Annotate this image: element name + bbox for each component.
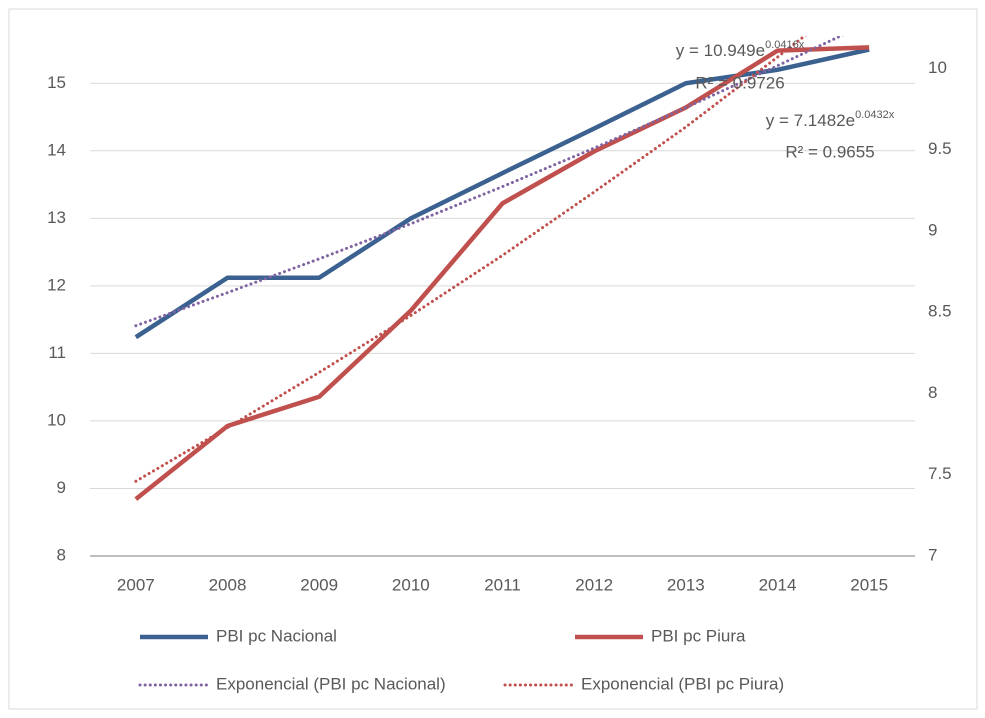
y-tick-label: 15 bbox=[47, 73, 66, 92]
trend-r2: R² = 0.9726 bbox=[695, 73, 784, 92]
series-line bbox=[134, 45, 870, 501]
trendline bbox=[134, 36, 845, 328]
y-tick-label: 12 bbox=[47, 275, 66, 294]
legend-label: PBI pc Nacional bbox=[216, 626, 337, 645]
legend-label: Exponencial (PBI pc Nacional) bbox=[216, 674, 446, 693]
y2-tick-label: 8 bbox=[928, 383, 937, 402]
trend-equation: y = 7.1482e0.0432x bbox=[766, 109, 895, 131]
equation-exponent: 0.0416x bbox=[765, 39, 805, 51]
x-tick-label: 2014 bbox=[759, 575, 797, 594]
x-tick-label: 2015 bbox=[850, 575, 888, 594]
series-line bbox=[134, 47, 870, 340]
y-tick-label: 8 bbox=[57, 545, 66, 564]
legend-label: PBI pc Piura bbox=[651, 626, 746, 645]
y-tick-label: 14 bbox=[47, 140, 66, 159]
x-tick-label: 2012 bbox=[575, 575, 613, 594]
y-tick-label: 10 bbox=[47, 410, 66, 429]
y-tick-label: 11 bbox=[48, 343, 66, 362]
y-tick-label: 13 bbox=[47, 208, 66, 227]
y2-tick-label: 10 bbox=[928, 58, 947, 77]
x-tick-label: 2007 bbox=[117, 575, 155, 594]
x-tick-label: 2010 bbox=[392, 575, 430, 594]
trend-equation: y = 10.949e0.0416x bbox=[676, 39, 805, 61]
y2-tick-label: 7.5 bbox=[928, 464, 952, 483]
trendline bbox=[134, 36, 808, 483]
x-tick-label: 2008 bbox=[209, 575, 247, 594]
equation-base: y = 7.1482e bbox=[766, 111, 855, 130]
x-tick-label: 2013 bbox=[667, 575, 705, 594]
trend-r2: R² = 0.9655 bbox=[785, 142, 874, 161]
y2-tick-label: 9.5 bbox=[928, 139, 952, 158]
chart-border bbox=[8, 8, 978, 710]
plot-area bbox=[134, 36, 870, 501]
grid bbox=[90, 82, 915, 557]
equation-base: y = 10.949e bbox=[676, 41, 765, 60]
y-tick-label: 9 bbox=[57, 478, 66, 497]
x-tick-label: 2011 bbox=[484, 575, 521, 594]
equation-exponent: 0.0432x bbox=[855, 109, 895, 121]
y2-tick-label: 9 bbox=[928, 220, 937, 239]
legend-label: Exponencial (PBI pc Piura) bbox=[581, 674, 784, 693]
x-tick-label: 2009 bbox=[300, 575, 338, 594]
y2-tick-label: 8.5 bbox=[928, 302, 952, 321]
y2-tick-label: 7 bbox=[928, 545, 937, 564]
